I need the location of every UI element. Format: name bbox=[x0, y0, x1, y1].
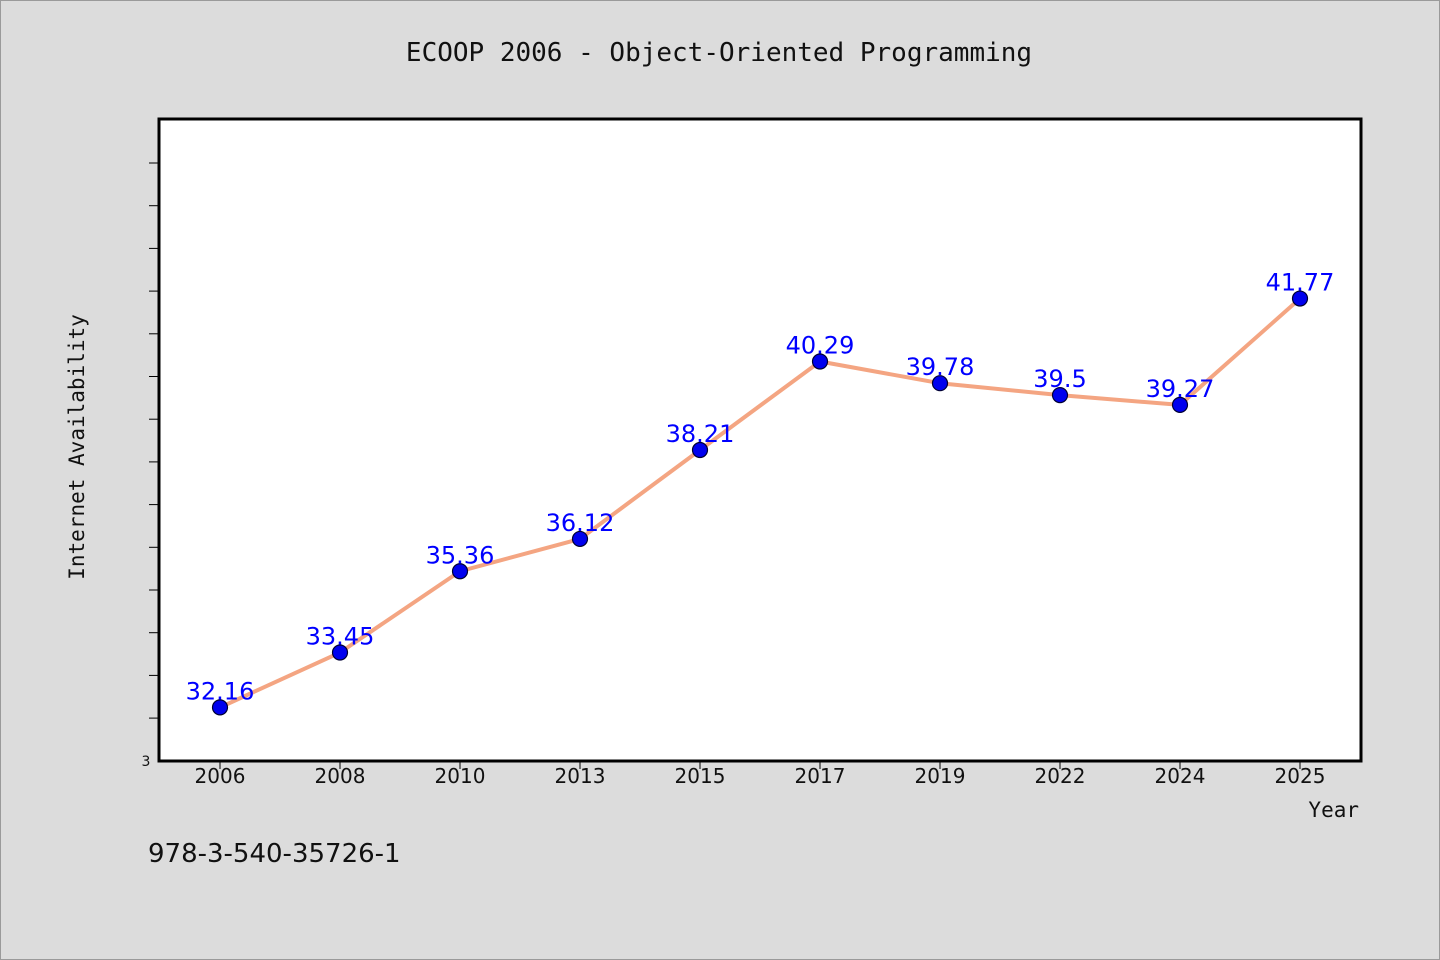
data-point bbox=[211, 699, 229, 716]
data-point bbox=[1291, 290, 1309, 307]
x-tick-label: 2006 bbox=[195, 764, 246, 788]
data-label: 36.12 bbox=[546, 509, 615, 537]
data-label: 40.29 bbox=[786, 332, 855, 360]
data-point bbox=[451, 563, 469, 580]
data-label: 39.78 bbox=[906, 353, 975, 381]
data-label: 32.16 bbox=[186, 677, 255, 705]
x-tick-label: 2017 bbox=[795, 764, 846, 788]
data-labels: 32.16 33.45 35.36 36.12 38.21 40.29 39.78 39.5 3… bbox=[186, 269, 1335, 706]
y-axis-ticks bbox=[149, 162, 159, 719]
data-point bbox=[1171, 396, 1189, 414]
x-tick-label: 2013 bbox=[555, 764, 606, 788]
data-label: 38.21 bbox=[666, 420, 735, 448]
x-tick-label: 2008 bbox=[315, 764, 366, 788]
data-point bbox=[1051, 387, 1069, 404]
x-axis-label: Year bbox=[1308, 798, 1359, 822]
data-point bbox=[691, 441, 709, 459]
series-line bbox=[219, 297, 1302, 710]
data-point bbox=[571, 530, 589, 548]
x-axis-ticks: 2006 2008 2010 2013 2015 2017 2019 2022 2024 2025 bbox=[195, 761, 1326, 788]
x-tick-label: 2024 bbox=[1155, 764, 1206, 788]
data-point bbox=[931, 375, 949, 392]
series-line-group bbox=[219, 297, 1302, 710]
x-tick-label: 2025 bbox=[1275, 764, 1326, 788]
data-label: 41.77 bbox=[1266, 269, 1335, 297]
y-tick-label: 3 bbox=[142, 754, 151, 770]
data-label: 33.45 bbox=[306, 623, 375, 651]
data-label: 39.5 bbox=[1033, 365, 1086, 393]
data-point bbox=[331, 644, 349, 661]
x-tick-label: 2015 bbox=[675, 764, 726, 788]
plot-area bbox=[157, 117, 1363, 763]
chart-title: ECOOP 2006 - Object-Oriented Programming bbox=[406, 38, 1032, 68]
data-label: 39.27 bbox=[1146, 375, 1215, 403]
data-point bbox=[811, 353, 829, 370]
x-tick-label: 2010 bbox=[435, 764, 486, 788]
x-tick-label: 2019 bbox=[915, 764, 966, 788]
isbn-footer: 978-3-540-35726-1 bbox=[148, 839, 401, 869]
x-tick-label: 2022 bbox=[1035, 764, 1086, 788]
data-points bbox=[211, 290, 1309, 716]
data-label: 35.36 bbox=[426, 541, 495, 569]
y-axis-label: Internet Availability bbox=[65, 314, 89, 580]
